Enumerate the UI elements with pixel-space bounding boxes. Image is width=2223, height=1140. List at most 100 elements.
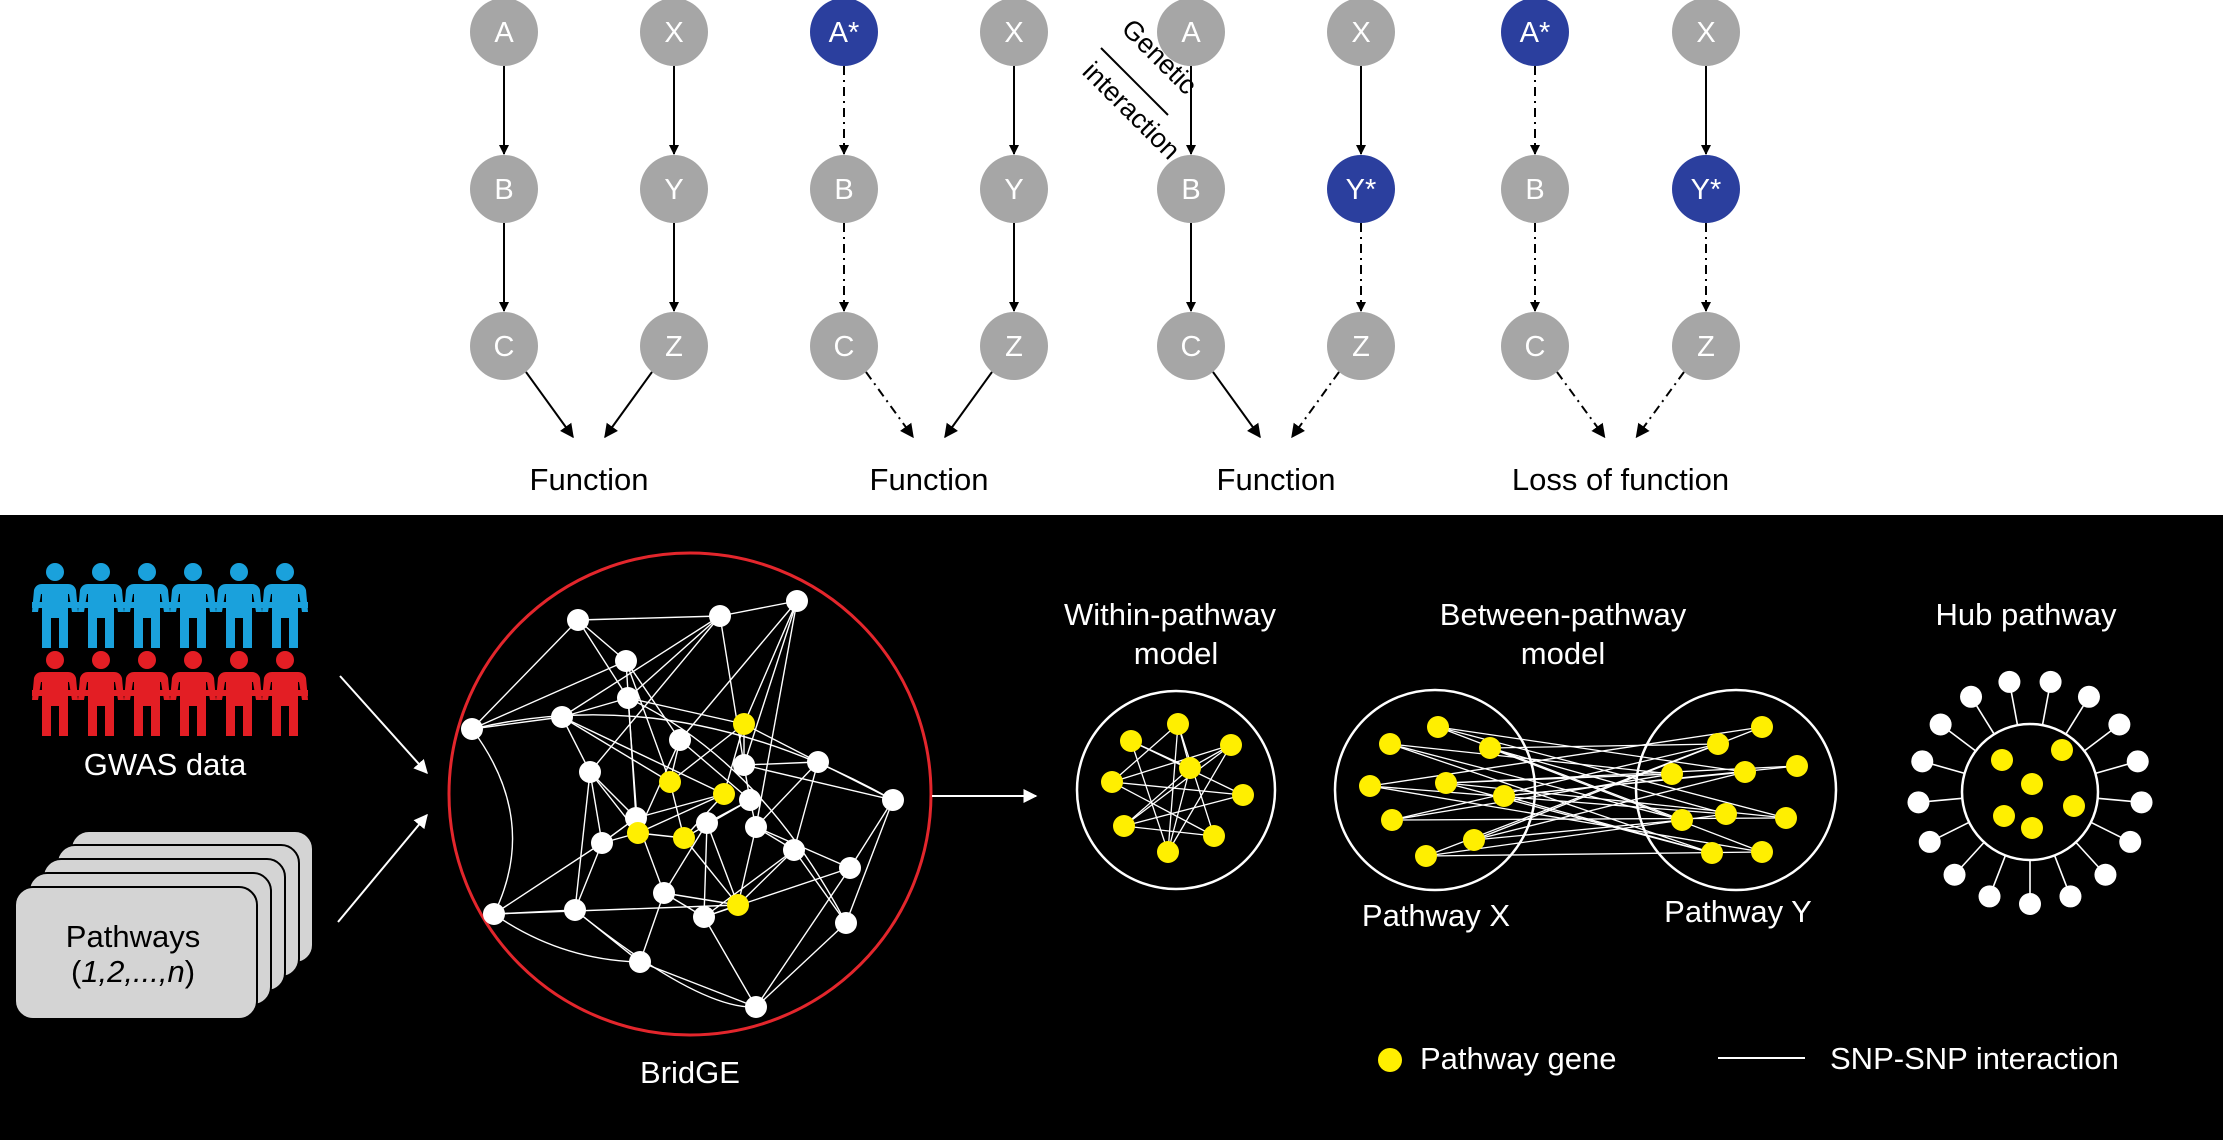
gene-node-x [640,0,708,66]
snp-interaction-edge [625,660,671,783]
pathway-y-gene-node [1786,755,1808,777]
gene-node-label: Z [1005,331,1023,363]
snp-node [882,789,904,811]
gene-node-x [1672,0,1740,66]
snp-interaction-edge [737,849,795,906]
pathway-gene-legend-label: Pathway gene [1420,1041,1616,1076]
pathways-label: Pathways [66,919,200,954]
bridge-boundary [447,551,933,1037]
external-snp-node [1907,791,1930,814]
right-to-function-arrow [944,371,993,439]
gene-node-y [640,155,708,223]
snp-interaction-edge [679,739,751,801]
pathway-gene-node [733,713,755,735]
left-to-function-arrow [1212,371,1261,439]
pathway-y-gene-node [1701,842,1723,864]
pathway-gene-node [1220,734,1242,756]
snp-interaction-edge [471,716,563,730]
bridge-workflow-panel [0,515,2223,1140]
snp-interaction-edge [743,600,798,766]
external-snp-node [1943,863,1966,886]
gene-node-b [1501,155,1569,223]
right-to-function-arrow [604,371,653,439]
snp-interaction-edge [639,961,757,1008]
snp-interaction-edge [471,660,627,730]
gene-node-label: B [1181,174,1200,206]
gene-node-z [1327,312,1395,380]
gene-node-label: C [494,331,515,363]
gene-node-z [640,312,708,380]
gwas-data-label: GWAS data [84,747,247,782]
external-snp-node [2094,863,2117,886]
pathway-x-gene-node [1479,737,1501,759]
gene-node-label: Z [1352,331,1370,363]
pathway-gene-node [627,822,649,844]
pathway-gene-node [2021,817,2043,839]
pathway-x-label: Pathway X [1362,898,1511,933]
gwas-people-icon [32,563,308,736]
pathway-y-gene-node [1671,809,1693,831]
external-snp-node [2108,713,2131,736]
snp-interaction-edge [561,716,725,795]
gwas-to-bridge-arrow [339,675,428,775]
external-snp-node [2077,685,2100,708]
gene-node-c [810,312,878,380]
snp-interaction-edge [743,600,798,725]
external-snp-node [2019,893,2041,915]
left-to-function-arrow [1556,371,1606,439]
snp-interaction-edge [589,615,721,773]
snp-interaction-edge [577,619,629,699]
snp-interaction-edge [471,728,514,915]
outcome-label: Function [530,462,649,497]
within-pathway-title-line1: Within-pathway [1064,597,1276,632]
snp-interaction-edge [793,761,819,851]
pathways-to-bridge-arrow [337,813,428,923]
case-people-row [32,651,308,736]
gene-node-label: Y [1004,174,1023,206]
pathway-gene-node [1167,713,1189,735]
pathway-x-gene-node [1427,716,1449,738]
gene-node-z [1672,312,1740,380]
pathway-card [14,886,258,1020]
pathway-gene-node [1113,815,1135,837]
left-to-function-arrow [865,371,914,439]
pathway-gene-node [1101,771,1123,793]
outcome-label: Function [1217,462,1336,497]
snp-node [693,906,715,928]
gene-node-label: A [494,17,514,49]
between-pathway-title-line1: Between-pathway [1440,597,1687,632]
scenario-3: A B C X Y* Z Function [1157,0,1395,497]
snp-node [669,729,691,751]
bridge-network [447,551,933,1037]
between-pathway-model [1333,688,1838,892]
snp-interaction-edge [574,909,757,1008]
pathway-x-gene-node [1435,772,1457,794]
gene-node-x [1327,0,1395,66]
external-snp-node [2119,830,2142,853]
external-snp-node [1911,750,1934,773]
pathway-x-boundary [1333,688,1537,892]
snp-node [567,609,589,631]
gene-node-x [980,0,1048,66]
gene-node-a [470,0,538,66]
pathway-gene-node [1179,757,1201,779]
snp-node [807,751,829,773]
external-snp-node [1929,713,1952,736]
gene-node-label: A* [829,17,860,49]
within-pathway-model [1075,689,1277,891]
within-pathway-title-line2: model [1134,636,1218,671]
bridge-label: BridGE [640,1055,740,1090]
snp-node [564,899,586,921]
snp-interaction-edge [577,615,721,621]
gene-node-c [1157,312,1225,380]
gene-node-label: A* [1520,17,1551,49]
pathway-y-gene-node [1775,807,1797,829]
snp-interaction-edge [743,764,894,801]
snp-interaction-legend-label: SNP-SNP interaction [1830,1041,2119,1076]
gene-node-label: Z [1697,331,1715,363]
right-to-function-arrow [1635,371,1685,439]
gene-node-label: Z [665,331,683,363]
pathway-gene-node [659,771,681,793]
snp-node [629,951,651,973]
pathway-gene-node [727,894,749,916]
